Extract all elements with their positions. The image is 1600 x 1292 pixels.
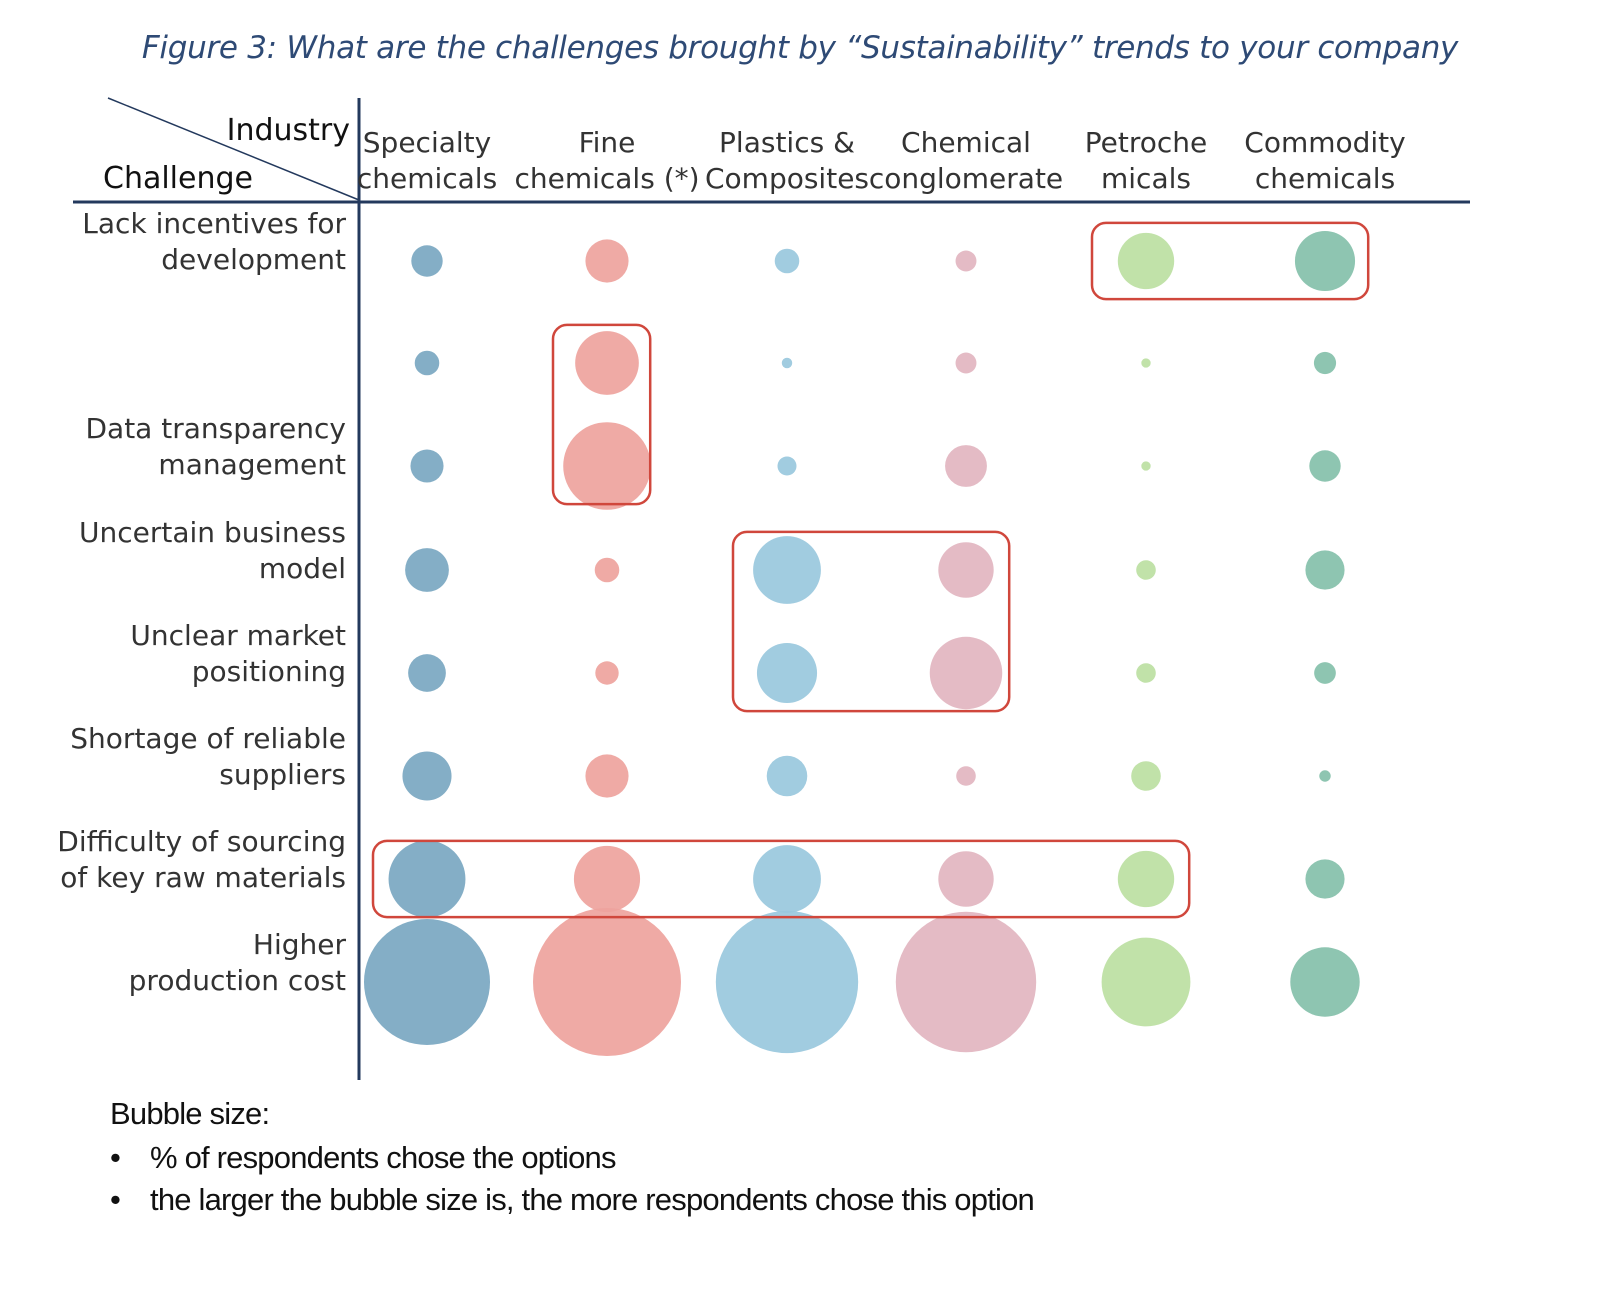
bubble xyxy=(945,445,987,487)
bubble xyxy=(533,908,681,1056)
bubble xyxy=(715,910,859,1054)
bubble xyxy=(1141,358,1151,368)
bubble xyxy=(938,851,994,907)
legend-item: the larger the bubble size is, the more … xyxy=(110,1182,1035,1218)
bubble xyxy=(753,845,821,913)
row-header-label: suppliers xyxy=(219,758,346,791)
bubble xyxy=(585,239,629,283)
row-header-label: model xyxy=(259,552,346,585)
bubble xyxy=(1305,550,1345,590)
bubble xyxy=(955,250,977,272)
bubble xyxy=(410,449,444,483)
bubble xyxy=(777,456,797,476)
bubble xyxy=(781,357,793,369)
column-header-label: Composites xyxy=(705,162,869,195)
bubble xyxy=(575,331,639,395)
legend: Bubble size: % of respondents chose the … xyxy=(110,1096,1035,1224)
bubble xyxy=(1136,663,1156,683)
bubble xyxy=(408,654,446,692)
column-header-label: chemicals xyxy=(1255,162,1395,195)
bubble xyxy=(414,350,440,376)
bubble xyxy=(1141,461,1151,471)
row-header-label: positioning xyxy=(192,655,346,688)
bubble xyxy=(766,755,808,797)
row-header-label: management xyxy=(158,448,346,481)
bubble xyxy=(955,352,977,374)
column-header-label: micals xyxy=(1101,162,1191,195)
column-header-label: chemicals xyxy=(357,162,497,195)
bubble xyxy=(929,636,1003,710)
bubble xyxy=(1290,947,1360,1017)
column-header-label: Fine xyxy=(579,126,636,159)
corner-diagonal-line xyxy=(107,97,360,201)
row-header-label: Data transparency xyxy=(85,412,346,445)
bubble xyxy=(956,766,976,786)
bubble xyxy=(563,422,651,510)
column-header-label: Specialty xyxy=(363,126,491,159)
bubble xyxy=(895,911,1037,1053)
legend-list: % of respondents chose the options the l… xyxy=(110,1140,1035,1218)
column-header-label: Petroche xyxy=(1085,126,1208,159)
bubble xyxy=(585,754,629,798)
legend-item: % of respondents chose the options xyxy=(110,1140,1034,1176)
row-header-label: Unclear market xyxy=(130,619,346,652)
legend-title: Bubble size: xyxy=(110,1096,270,1131)
figure-title: Figure 3: What are the challenges brough… xyxy=(141,30,1459,66)
bubble xyxy=(573,845,641,913)
highlight-box xyxy=(731,530,1011,713)
row-header-label: development xyxy=(161,243,346,276)
bubble xyxy=(1313,351,1337,375)
bubble xyxy=(1319,770,1331,782)
highlight-box xyxy=(551,323,652,506)
corner-label-challenge: Challenge xyxy=(103,161,253,196)
column-header-label: conglomerate xyxy=(869,162,1063,195)
row-header-label: Difficulty of sourcing xyxy=(57,825,346,858)
bubble xyxy=(938,542,994,598)
bubble xyxy=(595,661,619,685)
bubble xyxy=(1101,937,1191,1027)
bubble xyxy=(1305,859,1345,899)
column-header-label: Plastics & xyxy=(719,126,855,159)
bubble xyxy=(753,536,821,604)
row-header-label: of key raw materials xyxy=(60,861,346,894)
bubble xyxy=(1309,450,1341,482)
bubble xyxy=(1136,560,1156,580)
bubble xyxy=(1314,662,1336,684)
bubble xyxy=(1117,850,1175,908)
row-header-label: Shortage of reliable xyxy=(70,722,346,755)
column-header-label: Chemical xyxy=(901,126,1031,159)
row-header-label: Higher xyxy=(253,928,347,961)
bubble xyxy=(1294,230,1356,292)
highlight-box xyxy=(371,839,1191,919)
highlight-box xyxy=(1090,221,1370,301)
column-header-label: chemicals (*) xyxy=(514,162,699,195)
bubble xyxy=(363,918,491,1046)
bubble xyxy=(1117,232,1175,290)
row-header-label: production cost xyxy=(129,964,346,997)
bubble xyxy=(411,245,443,277)
bubble xyxy=(756,642,818,704)
bubble xyxy=(1131,761,1161,791)
bubble xyxy=(405,548,449,592)
corner-label-industry: Industry xyxy=(227,113,350,148)
row-header-label: Lack incentives for xyxy=(82,207,346,240)
row-header-label: Uncertain business xyxy=(79,516,346,549)
bubble xyxy=(594,557,620,583)
bubble xyxy=(774,248,800,274)
bubble xyxy=(388,840,466,918)
column-header-label: Commodity xyxy=(1244,126,1405,159)
bubble xyxy=(402,751,452,801)
